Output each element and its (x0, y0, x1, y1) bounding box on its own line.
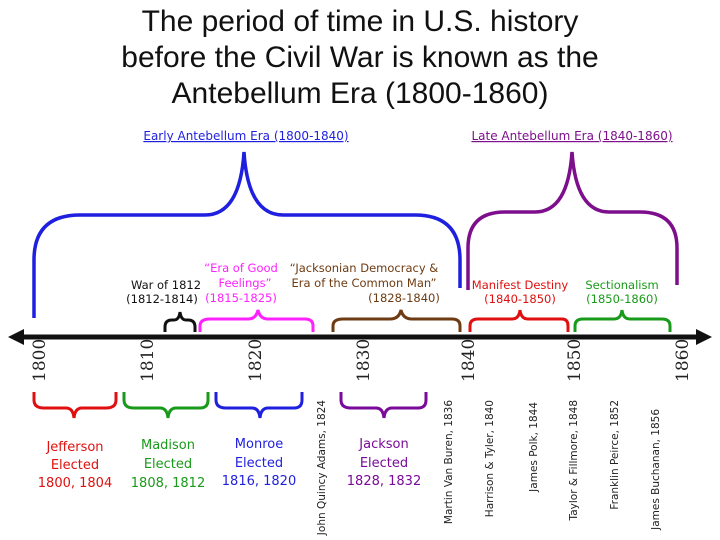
sectionalism-brace (573, 309, 672, 332)
jackson-elected-word: Elected (360, 456, 408, 471)
good-feelings-line2: Feelings” (218, 276, 271, 290)
president-label: John Quincy Adams, 1824 (316, 400, 328, 536)
war-1812-dates: (1812-1814) (126, 292, 198, 306)
jefferson-name: Jefferson (45, 440, 103, 455)
timeline-arrow-left (8, 329, 24, 345)
jefferson-elected: Jefferson Elected 1800, 1804 (38, 440, 112, 491)
madison-brace (122, 392, 210, 419)
madison-years: 1808, 1812 (131, 476, 205, 491)
president-label: Martin Van Buren, 1836 (443, 400, 455, 524)
page-title: The period of time in U.S. history befor… (0, 4, 720, 112)
war-1812-label: War of 1812 (1812-1814) (126, 278, 201, 306)
jacksonian-line2: Era of the Common Man” (291, 276, 436, 290)
title-line-2: before the Civil War is known as the (121, 41, 599, 74)
year-1800: 1800 (30, 339, 50, 382)
early-era-label: Early Antebellum Era (1800-1840) (143, 129, 348, 143)
early-era-brace (32, 151, 462, 318)
jefferson-years: 1800, 1804 (38, 476, 112, 491)
sectionalism-dates: (1850-1860) (586, 292, 658, 306)
jefferson-elected-word: Elected (51, 458, 99, 473)
late-era-label: Late Antebellum Era (1840-1860) (471, 129, 672, 143)
year-1860: 1860 (673, 339, 693, 382)
sectionalism-label: Sectionalism (1850-1860) (585, 278, 658, 306)
title-line-1: The period of time in U.S. history (141, 5, 579, 38)
monroe-years: 1816, 1820 (222, 474, 296, 489)
year-1840: 1840 (459, 339, 479, 382)
year-1830: 1830 (354, 339, 374, 382)
late-era-brace (466, 151, 679, 290)
president-label: Harrison & Tyler, 1840 (484, 400, 496, 517)
madison-name: Madison (141, 438, 195, 453)
jacksonian-brace (331, 309, 462, 332)
title-line-3: Antebellum Era (1800-1860) (171, 77, 549, 110)
president-label: James Buchanan, 1856 (650, 409, 662, 531)
good-feelings-line1: “Era of Good (204, 261, 278, 275)
jackson-brace (339, 392, 428, 419)
good-feelings-brace (198, 309, 315, 332)
jacksonian-line1: “Jacksonian Democracy & (290, 261, 439, 275)
jackson-name: Jackson (358, 437, 408, 452)
jackson-years: 1828, 1832 (347, 474, 421, 489)
manifest-destiny-label: Manifest Destiny (1840-1850) (472, 278, 569, 306)
manifest-destiny-brace (468, 309, 570, 332)
president-label: Franklin Peirce, 1852 (609, 400, 621, 510)
jacksonian-dates: (1828-1840) (368, 291, 440, 305)
war-1812-title: War of 1812 (131, 278, 201, 292)
monroe-elected-word: Elected (235, 456, 283, 471)
good-feelings-label: “Era of Good Feelings” (1815-1825) (204, 261, 278, 305)
jacksonian-label: “Jacksonian Democracy & Era of the Commo… (290, 261, 440, 305)
timeline-arrow-right (696, 329, 712, 345)
madison-elected: Madison Elected 1808, 1812 (131, 438, 205, 491)
jackson-elected: Jackson Elected 1828, 1832 (347, 437, 421, 489)
year-1820: 1820 (246, 339, 266, 382)
madison-elected-word: Elected (144, 457, 192, 472)
war-1812-brace (163, 311, 197, 332)
manifest-title: Manifest Destiny (472, 278, 569, 292)
sectionalism-title: Sectionalism (585, 278, 658, 292)
monroe-brace (214, 392, 304, 419)
year-1810: 1810 (138, 339, 158, 382)
president-label: James Polk, 1844 (528, 402, 540, 493)
good-feelings-dates: (1815-1825) (205, 291, 277, 305)
monroe-name: Monroe (235, 437, 283, 452)
president-label: Taylor & Fillmore, 1848 (568, 400, 580, 521)
monroe-elected: Monroe Elected 1816, 1820 (222, 437, 296, 489)
manifest-dates: (1840-1850) (484, 292, 556, 306)
jefferson-brace (32, 392, 118, 419)
year-1850: 1850 (565, 339, 585, 382)
